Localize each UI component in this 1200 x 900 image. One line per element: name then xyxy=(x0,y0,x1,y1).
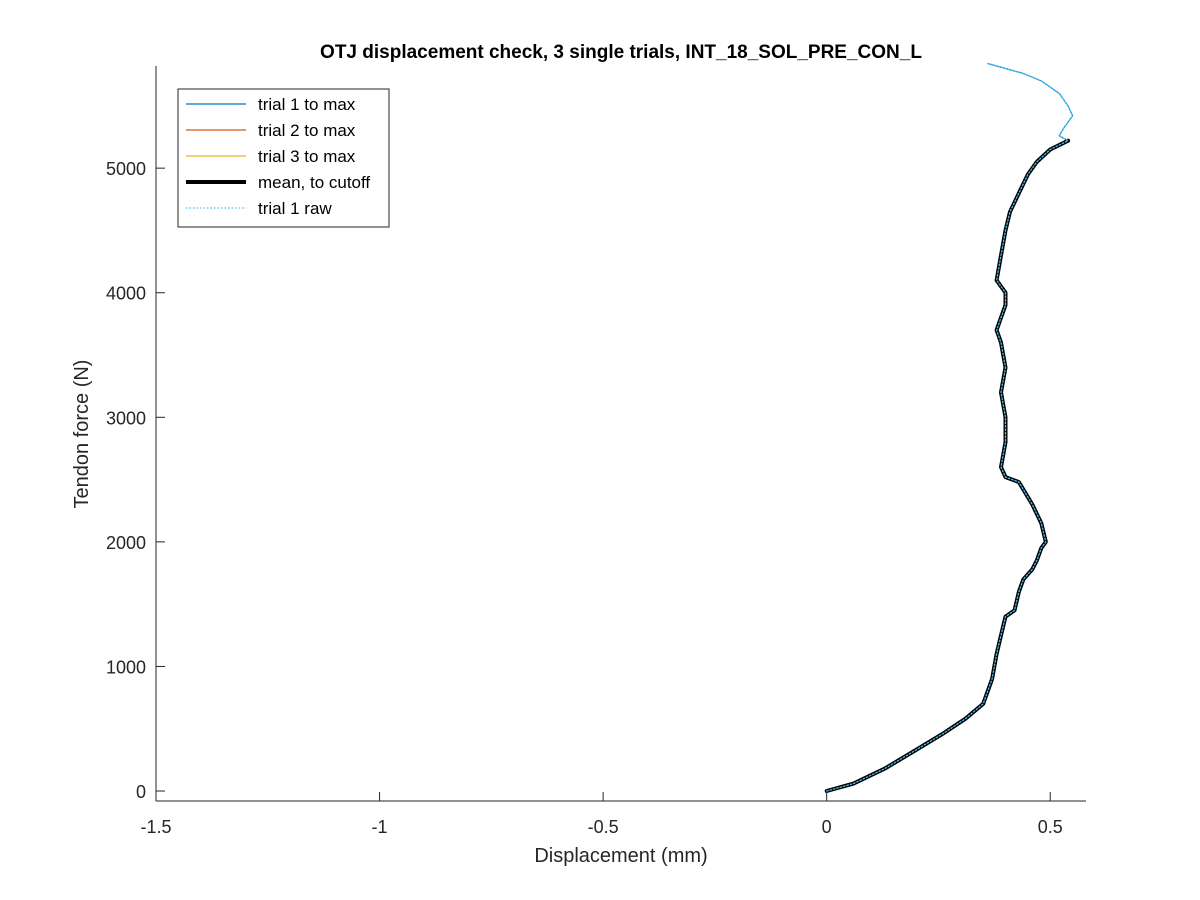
legend-label: trial 1 to max xyxy=(258,95,356,114)
legend: trial 1 to max trial 2 to max trial 3 to m… xyxy=(177,88,390,228)
y-tick-label: 1000 xyxy=(106,657,146,677)
x-tick-label: -1 xyxy=(372,817,388,837)
legend-label: trial 2 to max xyxy=(258,121,356,140)
x-axis-label: Displacement (mm) xyxy=(534,845,707,867)
x-tick-label: -0.5 xyxy=(588,817,619,837)
y-tick-label: 2000 xyxy=(106,533,146,553)
legend-box xyxy=(177,88,390,228)
legend-label: mean, to cutoff xyxy=(258,173,370,192)
y-tick-label: 3000 xyxy=(106,408,146,428)
legend-label: trial 3 to max xyxy=(258,147,356,166)
y-tick-label: 0 xyxy=(136,782,146,802)
x-tick-label: 0 xyxy=(822,817,832,837)
series-line-5 xyxy=(826,62,1074,792)
y-tick-label: 4000 xyxy=(106,284,146,304)
x-tick-label: -1.5 xyxy=(140,817,171,837)
x-tick-label: 0.5 xyxy=(1038,817,1063,837)
chart-title: OTJ displacement check, 3 single trials,… xyxy=(320,42,922,63)
y-tick-label: 5000 xyxy=(106,159,146,179)
series-layer xyxy=(824,62,1074,793)
axes-layer: -1.5 -1 -0.5 0 0.5 0 1000 2000 3000 4000 5000 xyxy=(106,66,1086,837)
y-axis-label: Tendon force (N) xyxy=(71,360,93,509)
plot-area: -1.5 -1 -0.5 0 0.5 0 1000 2000 3000 4000 5000 xyxy=(106,62,1086,837)
legend-label: trial 1 raw xyxy=(258,199,332,218)
